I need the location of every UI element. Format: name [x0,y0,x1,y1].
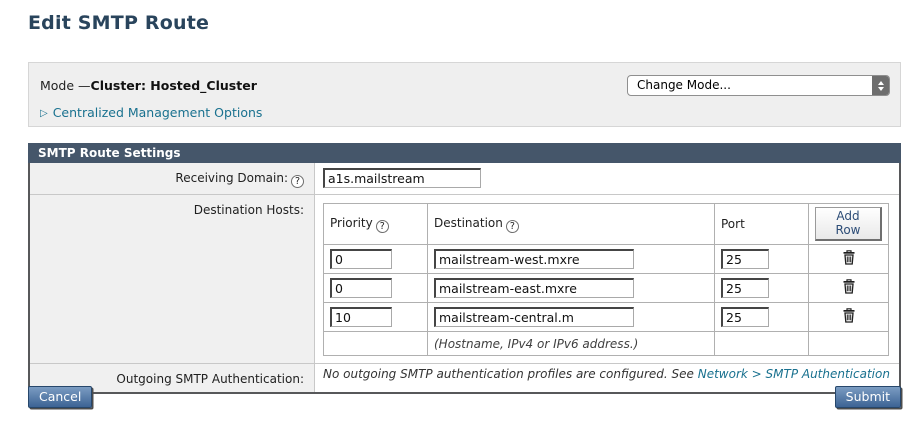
change-mode-selected-value: Change Mode... [637,78,731,92]
management-link-label: Centralized Management Options [52,105,263,120]
destination-input[interactable] [434,249,634,269]
destination-column-header: Destination? [427,203,715,245]
destination-input[interactable] [434,307,634,327]
destination-input[interactable] [434,278,634,298]
smtp-route-settings-section: SMTP Route Settings Receiving Domain:? D… [28,143,901,394]
mode-line: Mode —Cluster: Hosted_Cluster [40,78,257,93]
help-icon[interactable]: ? [505,219,519,233]
delete-row-icon[interactable] [842,279,856,294]
hosts-header-row: Priority? Destination? Port Add Row [323,203,889,245]
host-row-2 [323,273,889,303]
smtp-authentication-link[interactable]: SMTP Authentication [765,367,890,381]
hostname-hint: (Hostname, IPv4 or IPv6 address.) [427,331,715,356]
mode-label: Mode — [40,78,91,93]
settings-body: Receiving Domain:? Destination Hosts: Pr… [28,163,901,394]
add-row-button[interactable]: Add Row [815,207,882,241]
host-row-3 [323,302,889,332]
port-column-header: Port [714,203,809,245]
centralized-management-options-link[interactable]: ▷ Centralized Management Options [40,105,262,120]
delete-row-icon[interactable] [842,250,856,265]
priority-input[interactable] [330,249,392,269]
priority-input[interactable] [330,278,392,298]
mode-box: Mode —Cluster: Hosted_Cluster Change Mod… [28,62,901,127]
select-stepper-icon [872,76,889,95]
port-input[interactable] [721,249,769,269]
auth-link-separator: > [747,367,766,381]
destination-hosts-cell: Priority? Destination? Port Add Row [315,195,899,364]
help-icon[interactable]: ? [375,219,389,233]
priority-input[interactable] [330,307,392,327]
priority-column-header: Priority? [323,203,428,245]
destination-hosts-table: Priority? Destination? Port Add Row [323,203,889,356]
port-input[interactable] [721,307,769,327]
destination-hosts-row: Destination Hosts: Priority? Destination… [30,195,899,364]
network-link[interactable]: Network [697,367,748,381]
change-mode-select[interactable]: Change Mode... [627,75,890,96]
receiving-domain-label: Receiving Domain:? [30,163,315,195]
outgoing-auth-cell: No outgoing SMTP authentication profiles… [315,364,899,392]
add-row-cell: Add Row [808,203,889,245]
help-icon[interactable]: ? [291,175,304,188]
hostname-hint-row: (Hostname, IPv4 or IPv6 address.) [323,331,889,356]
expand-triangle-icon: ▷ [40,108,48,119]
page-title: Edit SMTP Route [28,12,210,34]
receiving-domain-input[interactable] [323,168,481,188]
destination-hosts-label: Destination Hosts: [30,195,315,364]
submit-button[interactable]: Submit [834,386,901,408]
mode-value: Cluster: Hosted_Cluster [90,78,257,93]
cancel-button[interactable]: Cancel [28,386,93,408]
host-row-1 [323,244,889,274]
port-input[interactable] [721,278,769,298]
receiving-domain-cell [315,163,899,195]
settings-header: SMTP Route Settings [28,143,901,163]
receiving-domain-row: Receiving Domain:? [30,163,899,195]
delete-row-icon[interactable] [842,308,856,323]
outgoing-auth-row: Outgoing SMTP Authentication: No outgoin… [30,364,899,392]
outgoing-auth-text: No outgoing SMTP authentication profiles… [323,367,698,381]
